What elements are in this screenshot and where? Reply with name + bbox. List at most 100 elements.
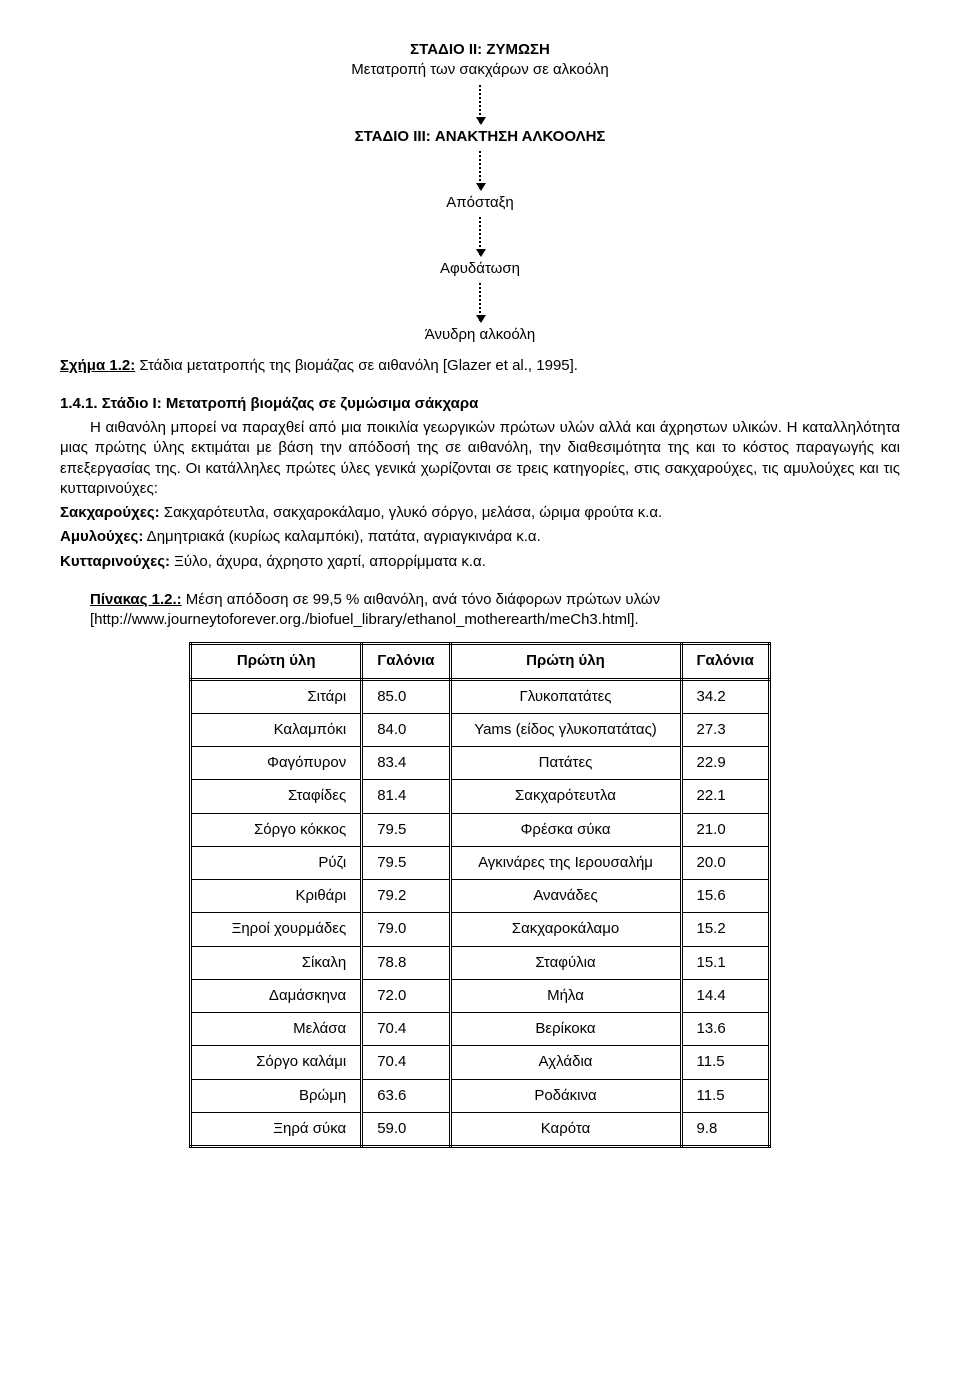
cell-material: Αχλάδια bbox=[450, 1046, 681, 1079]
table-row: Ρύζι79.5Αγκινάρες της Ιερουσαλήμ20.0 bbox=[191, 846, 770, 879]
col-header: Πρώτη ύλη bbox=[450, 644, 681, 679]
cell-value: 63.6 bbox=[362, 1079, 450, 1112]
table-row: Καλαμπόκι84.0Yams (είδος γλυκοπατάτας)27… bbox=[191, 713, 770, 746]
cell-material: Καλαμπόκι bbox=[191, 713, 362, 746]
cell-value: 11.5 bbox=[681, 1079, 769, 1112]
table-row: Σίκαλη78.8Σταφύλια15.1 bbox=[191, 946, 770, 979]
flow-diagram: ΣΤΑΔΙΟ II: ΖΥΜΩΣΗ Μετατροπή των σακχάρων… bbox=[60, 40, 900, 346]
cell-value: 14.4 bbox=[681, 979, 769, 1012]
stage2-title: ΣΤΑΔΙΟ II: ΖΥΜΩΣΗ bbox=[410, 41, 550, 58]
list-sakxarouxes: Σακχαρούχες: Σακχαρότευτλα, σακχαροκάλαμ… bbox=[60, 503, 900, 523]
cell-material: Βερίκοκα bbox=[450, 1013, 681, 1046]
table-row: Σιτάρι85.0Γλυκοπατάτες34.2 bbox=[191, 679, 770, 713]
cell-material: Σταφύλια bbox=[450, 946, 681, 979]
cell-value: 20.0 bbox=[681, 846, 769, 879]
cell-material: Σταφίδες bbox=[191, 780, 362, 813]
stage3-title: ΣΤΑΔΙΟ III: ΑΝΑΚΤΗΣΗ ΑΛΚΟΟΛΗΣ bbox=[355, 128, 606, 145]
cell-material: Ρύζι bbox=[191, 846, 362, 879]
cell-material: Ξηρά σύκα bbox=[191, 1112, 362, 1146]
arrow-icon bbox=[479, 283, 481, 321]
cell-value: 22.9 bbox=[681, 747, 769, 780]
arrow-icon bbox=[479, 217, 481, 255]
table-caption-label: Πίνακας 1.2.: bbox=[90, 591, 182, 608]
section-number: 1.4.1. bbox=[60, 395, 102, 412]
cell-material: Σίκαλη bbox=[191, 946, 362, 979]
cell-value: 85.0 bbox=[362, 679, 450, 713]
cell-value: 34.2 bbox=[681, 679, 769, 713]
table-caption: Πίνακας 1.2.: Μέση απόδοση σε 99,5 % αιθ… bbox=[90, 590, 900, 631]
list-text: Σακχαρότευτλα, σακχαροκάλαμο, γλυκό σόργ… bbox=[160, 504, 663, 521]
cell-material: Καρότα bbox=[450, 1112, 681, 1146]
list-kyttarinouxes: Κυτταρινούχες: Ξύλο, άχυρα, άχρηστο χαρτ… bbox=[60, 552, 900, 572]
cell-material: Ξηροί χουρμάδες bbox=[191, 913, 362, 946]
cell-value: 70.4 bbox=[362, 1046, 450, 1079]
cell-value: 79.2 bbox=[362, 880, 450, 913]
list-label: Αμυλούχες: bbox=[60, 528, 143, 545]
cell-material: Σακχαρότευτλα bbox=[450, 780, 681, 813]
section-heading: 1.4.1. Στάδιο I: Μετατροπή βιομάζας σε ζ… bbox=[60, 394, 900, 414]
table-row: Ξηροί χουρμάδες79.0Σακχαροκάλαμο15.2 bbox=[191, 913, 770, 946]
cell-material: Ροδάκινα bbox=[450, 1079, 681, 1112]
cell-value: 21.0 bbox=[681, 813, 769, 846]
cell-material: Φρέσκα σύκα bbox=[450, 813, 681, 846]
arrow-icon bbox=[479, 151, 481, 189]
cell-value: 15.2 bbox=[681, 913, 769, 946]
figure-label: Σχήμα 1.2: bbox=[60, 357, 135, 374]
table-row: Φαγόπυρον83.4Πατάτες22.9 bbox=[191, 747, 770, 780]
cell-value: 84.0 bbox=[362, 713, 450, 746]
cell-material: Ανανάδες bbox=[450, 880, 681, 913]
cell-material: Φαγόπυρον bbox=[191, 747, 362, 780]
flow-step-afydatosi: Αφυδάτωση bbox=[440, 260, 520, 277]
cell-value: 79.0 bbox=[362, 913, 450, 946]
cell-value: 13.6 bbox=[681, 1013, 769, 1046]
cell-material: Κριθάρι bbox=[191, 880, 362, 913]
cell-value: 70.4 bbox=[362, 1013, 450, 1046]
cell-material: Γλυκοπατάτες bbox=[450, 679, 681, 713]
cell-material: Σόργο κόκκος bbox=[191, 813, 362, 846]
cell-value: 72.0 bbox=[362, 979, 450, 1012]
list-label: Σακχαρούχες: bbox=[60, 504, 160, 521]
cell-value: 83.4 bbox=[362, 747, 450, 780]
cell-material: Πατάτες bbox=[450, 747, 681, 780]
col-header: Γαλόνια bbox=[362, 644, 450, 679]
cell-value: 78.8 bbox=[362, 946, 450, 979]
cell-value: 15.1 bbox=[681, 946, 769, 979]
list-amylouxes: Αμυλούχες: Δημητριακά (κυρίως καλαμπόκι)… bbox=[60, 527, 900, 547]
col-header: Πρώτη ύλη bbox=[191, 644, 362, 679]
col-header: Γαλόνια bbox=[681, 644, 769, 679]
flow-step-apostaxi: Απόσταξη bbox=[446, 194, 513, 211]
cell-value: 15.6 bbox=[681, 880, 769, 913]
table-row: Σταφίδες81.4Σακχαρότευτλα22.1 bbox=[191, 780, 770, 813]
stage2-subtitle: Μετατροπή των σακχάρων σε αλκοόλη bbox=[351, 61, 608, 78]
cell-value: 22.1 bbox=[681, 780, 769, 813]
figure-text: Στάδια μετατροπής της βιομάζας σε αιθανό… bbox=[135, 357, 578, 374]
figure-caption: Σχήμα 1.2: Στάδια μετατροπής της βιομάζα… bbox=[60, 356, 900, 376]
arrow-icon bbox=[479, 85, 481, 123]
list-text: Ξύλο, άχυρα, άχρηστο χαρτί, απορρίμματα … bbox=[170, 553, 486, 570]
table-header-row: Πρώτη ύλη Γαλόνια Πρώτη ύλη Γαλόνια bbox=[191, 644, 770, 679]
table-row: Βρώμη63.6Ροδάκινα11.5 bbox=[191, 1079, 770, 1112]
cell-value: 59.0 bbox=[362, 1112, 450, 1146]
cell-value: 27.3 bbox=[681, 713, 769, 746]
cell-value: 9.8 bbox=[681, 1112, 769, 1146]
flow-step-anydri: Άνυδρη αλκοόλη bbox=[425, 326, 536, 343]
table-row: Κριθάρι79.2Ανανάδες15.6 bbox=[191, 880, 770, 913]
section-title: Στάδιο I: Μετατροπή βιομάζας σε ζυμώσιμα… bbox=[102, 395, 479, 412]
cell-material: Yams (είδος γλυκοπατάτας) bbox=[450, 713, 681, 746]
cell-value: 11.5 bbox=[681, 1046, 769, 1079]
cell-value: 79.5 bbox=[362, 813, 450, 846]
cell-material: Σιτάρι bbox=[191, 679, 362, 713]
yield-table: Πρώτη ύλη Γαλόνια Πρώτη ύλη Γαλόνια Σιτά… bbox=[189, 642, 771, 1148]
cell-material: Δαμάσκηνα bbox=[191, 979, 362, 1012]
table-row: Μελάσα70.4Βερίκοκα13.6 bbox=[191, 1013, 770, 1046]
cell-material: Μήλα bbox=[450, 979, 681, 1012]
table-row: Ξηρά σύκα59.0Καρότα9.8 bbox=[191, 1112, 770, 1146]
cell-value: 81.4 bbox=[362, 780, 450, 813]
cell-material: Αγκινάρες της Ιερουσαλήμ bbox=[450, 846, 681, 879]
table-row: Σόργο καλάμι70.4Αχλάδια11.5 bbox=[191, 1046, 770, 1079]
paragraph-intro: Η αιθανόλη μπορεί να παραχθεί από μια πο… bbox=[60, 418, 900, 499]
cell-material: Μελάσα bbox=[191, 1013, 362, 1046]
cell-material: Βρώμη bbox=[191, 1079, 362, 1112]
list-text: Δημητριακά (κυρίως καλαμπόκι), πατάτα, α… bbox=[143, 528, 540, 545]
cell-material: Σόργο καλάμι bbox=[191, 1046, 362, 1079]
